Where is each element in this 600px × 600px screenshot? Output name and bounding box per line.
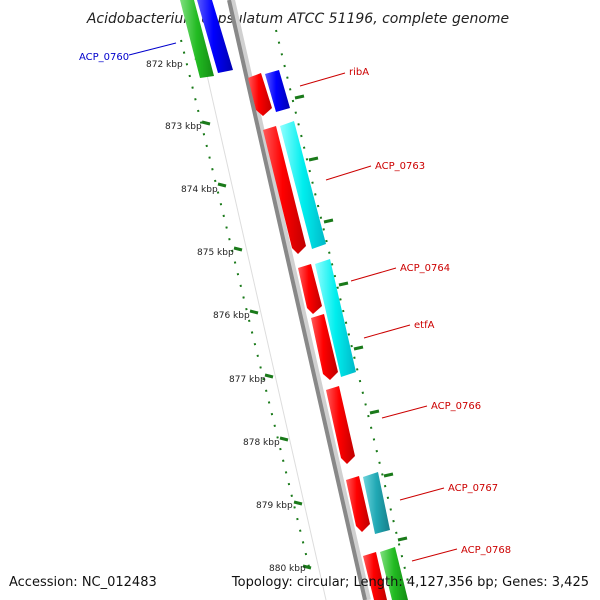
gene-arrow (363, 552, 387, 600)
gene-arrow (326, 386, 355, 464)
gene-label-etfa[interactable]: etfA (414, 320, 435, 331)
accession-text: Accession: NC_012483 (9, 575, 157, 590)
outer-major-ticks (294, 94, 408, 542)
tick-mark (353, 345, 364, 351)
tick-mark (308, 156, 319, 162)
tick-mark (323, 218, 334, 224)
tick-mark (293, 500, 303, 506)
gene-arrow (311, 314, 338, 380)
inner-tick-track (180, 39, 312, 576)
leader-line (128, 42, 177, 56)
leader-line (399, 487, 445, 501)
gene-labels: ACP_0760 ribA ACP_0763 ACP_0764 etfA ACP… (79, 52, 511, 556)
genome-summary-text: Topology: circular; Length: 4,127,356 bp… (231, 575, 589, 590)
gene-arrow (380, 547, 408, 600)
tick-mark (217, 182, 227, 188)
leader-line (411, 548, 458, 562)
tick-mark (338, 281, 349, 287)
gene-arrow (248, 73, 272, 116)
gene-arrow (263, 126, 306, 254)
forward-strand-genes (265, 70, 408, 600)
tick-mark (397, 536, 408, 542)
gene-label-acp-0764[interactable]: ACP_0764 (400, 263, 450, 274)
gene-label-acp-0766[interactable]: ACP_0766 (431, 401, 481, 412)
leader-line (381, 405, 428, 419)
tick-mark (279, 436, 289, 442)
gene-label-acp-0767[interactable]: ACP_0767 (448, 483, 498, 494)
tick-mark (264, 373, 274, 379)
gene-arrow (315, 259, 356, 377)
gene-label-acp-0763[interactable]: ACP_0763 (375, 161, 425, 172)
gene-arrow (346, 476, 370, 532)
leader-line (299, 72, 346, 87)
tick-mark (302, 564, 312, 570)
gene-label-acp-0760[interactable]: ACP_0760 (79, 52, 129, 63)
tick-label-874: 874 kbp (181, 185, 218, 195)
gene-label-riba[interactable]: ribA (349, 67, 369, 78)
tick-label-875: 875 kbp (197, 248, 234, 258)
tick-label-873: 873 kbp (165, 122, 202, 132)
tick-label-872: 872 kbp (146, 60, 183, 70)
gene-arrow (265, 70, 290, 112)
gene-arrow (180, 0, 214, 78)
leader-line (350, 267, 397, 282)
tick-mark (294, 94, 305, 100)
tick-mark (233, 246, 243, 252)
tick-mark (201, 120, 211, 126)
tick-label-877: 877 kbp (229, 375, 266, 385)
map-title: Acidobacterium capsulatum ATCC 51196, co… (86, 11, 509, 27)
tick-label-878: 878 kbp (243, 438, 280, 448)
tick-mark (249, 309, 259, 315)
genome-backbone (227, 0, 367, 600)
gene-arrow (363, 472, 390, 534)
tick-label-879: 879 kbp (256, 501, 293, 511)
leader-line (325, 165, 372, 181)
tick-mark (369, 409, 380, 415)
strand-edge-line (189, 0, 327, 600)
leader-line (363, 324, 411, 339)
tick-label-880: 880 kbp (269, 564, 306, 574)
gene-arrow (280, 121, 326, 249)
gene-arrow (197, 0, 233, 73)
reverse-strand-genes (180, 0, 387, 600)
tick-label-876: 876 kbp (213, 311, 250, 321)
gene-arrow (298, 264, 322, 314)
kbp-tick-labels: 872 kbp 873 kbp 874 kbp 875 kbp 876 kbp … (146, 60, 306, 574)
tick-mark (383, 472, 394, 478)
gene-label-acp-0768[interactable]: ACP_0768 (461, 545, 511, 556)
label-leaders (128, 42, 458, 562)
